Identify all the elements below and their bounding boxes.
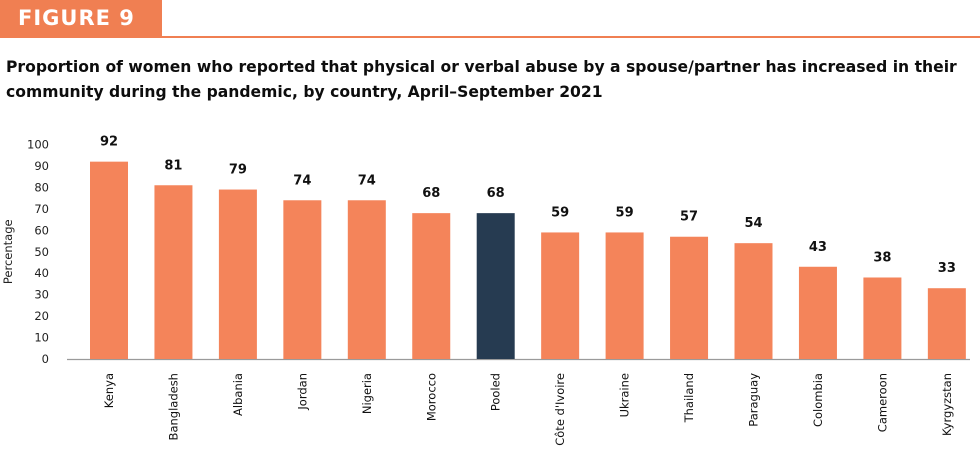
data-label: 59 xyxy=(616,205,634,220)
x-tick-label: Kenya xyxy=(102,373,116,408)
data-label: 74 xyxy=(358,173,376,188)
x-tick-label: Bangladesh xyxy=(166,373,180,440)
bar-thailand xyxy=(670,236,709,359)
y-tick-label: 20 xyxy=(34,309,49,323)
x-tick-label: Thailand xyxy=(682,373,696,423)
bar-c-te-d-ivoire xyxy=(541,232,580,359)
bar-albania xyxy=(218,189,257,359)
x-tick-label: Cameroon xyxy=(875,373,889,432)
bar-kyrgyzstan xyxy=(927,288,966,359)
data-label: 79 xyxy=(229,163,247,178)
y-tick-label: 10 xyxy=(34,331,49,345)
bar-cameroon xyxy=(863,277,902,359)
y-tick-label: 70 xyxy=(34,202,49,216)
x-tick-label: Pooled xyxy=(489,373,503,411)
y-axis-label: Percentage xyxy=(1,219,15,284)
x-tick-label: Kyrgyzstan xyxy=(940,373,954,436)
bar-chart: Percentage 0 10 20 30 40 50 60 70 80 90 100 92 Kenya 8… xyxy=(1,135,970,446)
data-label: 57 xyxy=(680,210,698,225)
data-label: 68 xyxy=(487,186,505,201)
x-tick-label: Côte d'Ivoire xyxy=(553,373,567,446)
x-tick-label: Ukraine xyxy=(618,373,632,417)
x-tick-label: Nigeria xyxy=(360,373,374,414)
data-label: 59 xyxy=(551,205,569,220)
y-tick-label: 100 xyxy=(27,138,49,152)
bar-nigeria xyxy=(347,200,386,359)
bar-bangladesh xyxy=(154,185,193,359)
data-label: 81 xyxy=(164,158,182,173)
bar-pooled xyxy=(476,213,515,359)
data-label: 43 xyxy=(809,240,827,255)
y-tick-label: 40 xyxy=(34,266,49,280)
data-label: 38 xyxy=(873,250,891,265)
data-label: 68 xyxy=(422,186,440,201)
figure-banner: FIGURE 9 xyxy=(0,0,162,38)
x-tick-label: Morocco xyxy=(424,373,438,421)
x-tick-label: Albania xyxy=(231,373,245,416)
data-label: 74 xyxy=(293,173,311,188)
bar-paraguay xyxy=(734,243,773,359)
y-tick-label: 90 xyxy=(34,159,49,173)
y-tick-label: 30 xyxy=(34,288,49,302)
data-label: 54 xyxy=(744,216,762,231)
y-tick-label: 80 xyxy=(34,180,49,194)
x-tick-label: Paraguay xyxy=(747,373,761,427)
bar-jordan xyxy=(283,200,322,359)
data-label: 33 xyxy=(938,261,956,276)
figure-rule xyxy=(162,36,980,38)
bar-kenya xyxy=(90,161,128,359)
x-tick-label: Colombia xyxy=(811,373,825,427)
x-tick-label: Jordan xyxy=(295,373,309,411)
figure-label: FIGURE 9 xyxy=(18,6,135,30)
data-label: 92 xyxy=(100,135,118,150)
bar-morocco xyxy=(412,213,451,359)
bar-ukraine xyxy=(605,232,644,359)
bar-colombia xyxy=(798,266,837,359)
y-tick-label: 60 xyxy=(34,223,49,237)
y-tick-label: 0 xyxy=(42,352,49,366)
chart-title: Proportion of women who reported that ph… xyxy=(6,58,957,101)
y-tick-label: 50 xyxy=(34,245,49,259)
